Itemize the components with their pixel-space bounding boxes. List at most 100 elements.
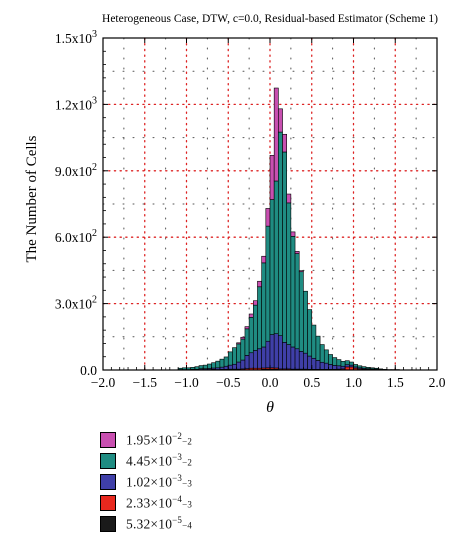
x-tick-label: 1.0: [345, 375, 362, 390]
histogram-bar: [323, 349, 329, 364]
histogram-bar: [273, 87, 279, 182]
x-axis-label: θ: [266, 399, 274, 416]
histogram-bar: [369, 367, 375, 370]
legend: 1.95×10−2−2 4.45×10−3−2 1.02×10−3−3 2.33×10…: [100, 430, 400, 535]
histogram-bar: [294, 253, 300, 350]
histogram-bar: [219, 358, 225, 368]
histogram-bar: [244, 326, 250, 330]
legend-swatch: [100, 516, 116, 532]
legend-swatch: [100, 453, 116, 469]
x-tick-label: −0.5: [216, 375, 241, 390]
histogram-bar: [298, 351, 304, 370]
histogram-bar: [278, 131, 283, 336]
histogram-bar: [236, 361, 242, 370]
histogram-bar: [232, 363, 237, 370]
y-axis-label: The Number of Cells: [24, 135, 40, 262]
histogram-bar: [248, 352, 254, 369]
histogram-bar: [319, 344, 325, 363]
histogram-bar: [261, 262, 267, 348]
histogram-bar: [286, 202, 292, 345]
histogram-chart: Heterogeneous Case, DTW, c=0.0, Residual…: [24, 13, 446, 416]
histogram-bar: [340, 365, 346, 370]
histogram-bar: [311, 324, 317, 359]
histogram-bar: [298, 271, 304, 352]
histogram-bar: [194, 366, 200, 370]
histogram-bar: [298, 270, 304, 273]
histogram-bar: [244, 355, 250, 369]
y-tick-label: 0.0: [80, 363, 97, 378]
histogram-bar: [282, 342, 287, 370]
histogram-bar: [232, 347, 237, 365]
histogram-bar: [240, 336, 246, 340]
histogram-bar: [269, 199, 275, 335]
legend-swatch: [100, 432, 116, 448]
histogram-bar: [365, 367, 371, 369]
histogram-bar: [332, 365, 338, 370]
histogram-bar: [328, 354, 333, 365]
bars-group: [177, 87, 400, 371]
legend-item: 1.95×10−2−2: [100, 430, 400, 450]
histogram-bar: [273, 333, 279, 369]
histogram-bar: [303, 352, 308, 370]
histogram-bar: [315, 335, 321, 361]
histogram-bar: [227, 351, 233, 366]
histogram-bar: [340, 361, 346, 367]
histogram-bar: [253, 350, 258, 369]
histogram-bar: [286, 193, 292, 204]
histogram-bar: [261, 346, 267, 369]
x-tick-label: −2.0: [91, 375, 116, 390]
histogram-bar: [282, 151, 287, 343]
histogram-bar: [303, 290, 308, 354]
histogram-bar: [344, 360, 350, 365]
histogram-bar: [294, 348, 300, 370]
histogram-bar: [223, 365, 229, 370]
x-tick-label: −1.0: [174, 375, 199, 390]
histogram-bar: [286, 344, 292, 370]
histogram-bar: [315, 360, 321, 370]
histogram-bar: [223, 356, 229, 367]
histogram-bar: [273, 180, 279, 335]
x-tick-label: 1.5: [387, 375, 404, 390]
legend-label: 2.33×10−4−3: [126, 494, 193, 511]
histogram-bar: [349, 361, 354, 366]
legend-item: 4.45×10−3−2: [100, 451, 400, 471]
histogram-bar: [332, 357, 338, 366]
histogram-bar: [182, 367, 187, 370]
legend-label: 1.95×10−2−2: [126, 431, 193, 448]
histogram-bar: [265, 340, 271, 369]
histogram-bar: [294, 251, 300, 254]
histogram-bar: [253, 300, 258, 306]
y-ticks: 0.0 3.0x102 6.0x102 9.0x102 1.2x103 1.5x103: [55, 29, 437, 378]
y-tick-label: 1.5x103: [55, 29, 97, 46]
legend-item: 1.02×10−3−3: [100, 472, 400, 492]
x-tick-label: −1.5: [133, 375, 158, 390]
y-tick-label: 1.2x103: [55, 95, 97, 112]
histogram-bar: [336, 365, 342, 370]
histogram-bar: [269, 334, 275, 369]
histogram-bar: [177, 367, 183, 370]
histogram-bar: [202, 364, 208, 369]
histogram-bar: [186, 367, 191, 370]
histogram-bar: [323, 362, 329, 370]
x-ticks: −2.0 −1.5 −1.0 −0.5 0.0 0.5 1.0 1.5 2.0: [91, 38, 446, 390]
histogram-bar: [269, 155, 275, 200]
histogram-bar: [257, 348, 262, 369]
legend-label: 5.32×10−5−4: [126, 515, 193, 532]
histogram-bar: [290, 236, 296, 348]
x-tick-label: 0.0: [262, 375, 279, 390]
histogram-bar: [336, 359, 342, 367]
histogram-bar: [240, 359, 246, 370]
histogram-bar: [374, 367, 379, 370]
legend-item: 2.33×10−4−3: [100, 493, 400, 513]
y-tick-label: 6.0x102: [55, 228, 97, 245]
histogram-bar: [207, 363, 212, 369]
histogram-bar: [282, 133, 287, 153]
histogram-bar: [240, 338, 246, 361]
legend-label: 4.45×10−3−2: [126, 452, 193, 469]
histogram-bar: [253, 304, 258, 351]
chart-title: Heterogeneous Case, DTW, c=0.0, Residual…: [102, 13, 438, 25]
y-tick-label: 3.0x102: [55, 295, 97, 312]
histogram-bar: [311, 357, 317, 370]
histogram-bar: [219, 366, 225, 370]
histogram-bar: [319, 361, 325, 370]
